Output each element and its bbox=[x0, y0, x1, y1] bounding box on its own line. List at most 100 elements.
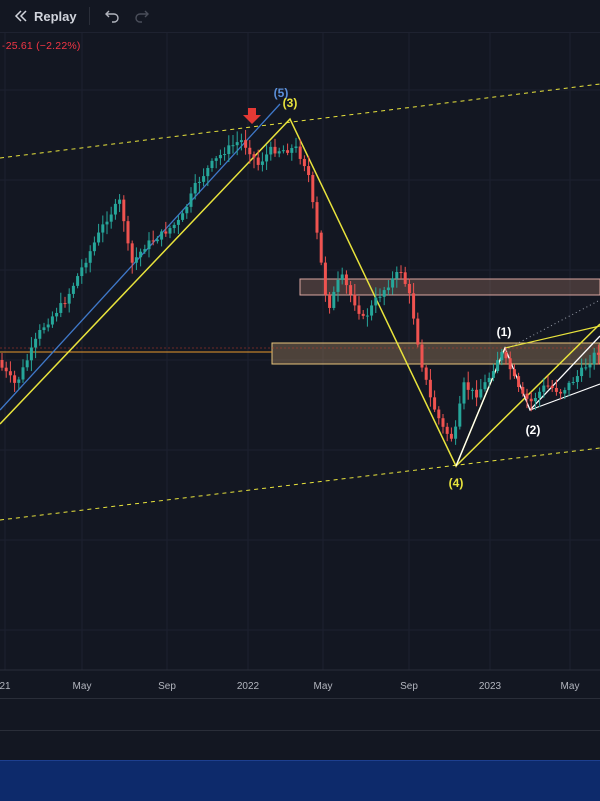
candle-body bbox=[475, 389, 479, 398]
candle-body bbox=[311, 175, 315, 203]
candle-body bbox=[403, 272, 407, 284]
candle-body bbox=[550, 385, 554, 388]
candle-body bbox=[269, 146, 273, 155]
x-tick-label: May bbox=[314, 681, 333, 692]
candle-body bbox=[487, 377, 491, 383]
wave-label: (2) bbox=[526, 423, 541, 437]
candle-body bbox=[416, 318, 420, 345]
candle-body bbox=[424, 367, 428, 380]
panel-divider bbox=[0, 730, 600, 731]
candle-body bbox=[596, 352, 600, 355]
candle-body bbox=[462, 382, 466, 404]
candle-body bbox=[8, 371, 12, 376]
candle-body bbox=[344, 274, 348, 286]
candle-body bbox=[256, 157, 260, 165]
candle-body bbox=[97, 232, 101, 243]
candle-body bbox=[118, 199, 122, 204]
wave-label: (5) bbox=[274, 86, 289, 100]
candle-body bbox=[252, 154, 256, 158]
candle-body bbox=[323, 262, 327, 295]
candle-body bbox=[147, 240, 151, 250]
x-tick-label: 21 bbox=[0, 681, 11, 692]
candle-body bbox=[50, 316, 54, 325]
candle-body bbox=[63, 303, 67, 305]
candle-body bbox=[25, 360, 29, 368]
candle-body bbox=[302, 158, 306, 167]
candle-body bbox=[508, 358, 512, 370]
candle-body bbox=[101, 224, 105, 233]
candle-body bbox=[470, 389, 474, 391]
candle-body bbox=[151, 240, 155, 242]
x-axis: 21 May Sep 2022 May Sep 2023 May bbox=[0, 669, 600, 692]
candle-body bbox=[109, 214, 113, 222]
candle-body bbox=[122, 199, 126, 222]
candle-body bbox=[189, 193, 193, 207]
redo-button[interactable] bbox=[130, 4, 154, 28]
candle-body bbox=[92, 242, 96, 252]
candle-body bbox=[176, 219, 180, 225]
candle-body bbox=[126, 221, 130, 244]
replay-label: Replay bbox=[34, 8, 77, 24]
candle-body bbox=[512, 369, 516, 377]
candle-body bbox=[328, 294, 332, 308]
candle-body bbox=[500, 352, 504, 361]
candle-body bbox=[538, 391, 542, 398]
candle-body bbox=[407, 283, 411, 294]
wave-label: (3) bbox=[283, 96, 298, 110]
candle-body bbox=[168, 228, 172, 234]
x-tick-label: 2023 bbox=[479, 681, 502, 692]
candle-body bbox=[491, 371, 495, 378]
candle-body bbox=[445, 426, 449, 434]
candle-body bbox=[571, 382, 575, 384]
price-chart[interactable]: (5)(3) (4) (1) (2) 21 May Sep 2022 May Sep 2023 Ma… bbox=[0, 0, 600, 760]
candle-body bbox=[529, 398, 533, 402]
rewind-icon bbox=[14, 10, 27, 22]
candle-body bbox=[239, 140, 243, 143]
candle-body bbox=[521, 387, 525, 394]
candle-body bbox=[563, 390, 567, 394]
candle-body bbox=[76, 276, 80, 286]
candle-body bbox=[298, 146, 302, 159]
candle-body bbox=[235, 142, 239, 146]
candle-body bbox=[17, 379, 21, 383]
undo-button[interactable] bbox=[100, 4, 124, 28]
candle-body bbox=[349, 285, 353, 295]
candle-body bbox=[21, 367, 25, 380]
candle-body bbox=[46, 324, 50, 328]
undo-icon bbox=[104, 10, 119, 23]
toolbar-divider bbox=[88, 7, 90, 25]
candle-body bbox=[42, 327, 46, 331]
candle-body bbox=[193, 182, 197, 194]
candle-body bbox=[454, 426, 458, 439]
candle-body bbox=[29, 347, 33, 361]
candle-body bbox=[105, 221, 109, 225]
candle-body bbox=[130, 243, 134, 263]
candle-body bbox=[496, 360, 500, 372]
candle-body bbox=[395, 271, 399, 279]
support-zone bbox=[271, 342, 600, 365]
candle-body bbox=[336, 279, 340, 292]
candle-body bbox=[185, 206, 189, 214]
candle-body bbox=[59, 303, 63, 313]
candle-body bbox=[517, 376, 521, 388]
candle-body bbox=[88, 251, 92, 263]
price-zones bbox=[0, 278, 600, 365]
candle-body bbox=[412, 293, 416, 319]
wave-label: (1) bbox=[497, 325, 512, 339]
candle-body bbox=[210, 160, 214, 169]
candle-body bbox=[592, 352, 596, 365]
footer-bar bbox=[0, 760, 600, 801]
candle-body bbox=[315, 202, 319, 233]
replay-button[interactable]: Replay bbox=[10, 4, 81, 28]
candle-body bbox=[273, 146, 277, 154]
candle-body bbox=[504, 352, 508, 359]
candle-body bbox=[575, 376, 579, 383]
candle-body bbox=[38, 330, 42, 339]
candle-body bbox=[546, 385, 550, 387]
candle-body bbox=[139, 251, 143, 258]
candle-body bbox=[533, 397, 537, 402]
candle-body bbox=[155, 239, 159, 242]
candle-body bbox=[588, 364, 592, 368]
candle-body bbox=[466, 382, 470, 390]
lower-channel-line bbox=[0, 447, 600, 521]
